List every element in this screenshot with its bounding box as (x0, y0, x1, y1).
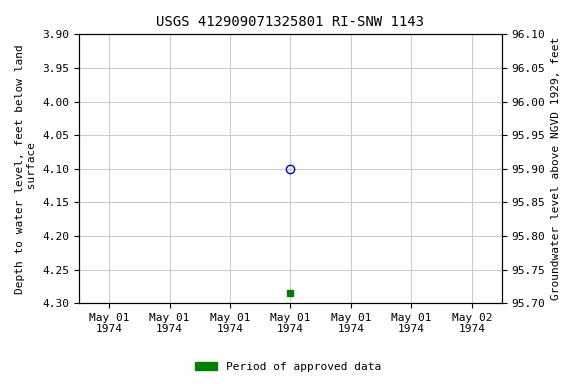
Y-axis label: Groundwater level above NGVD 1929, feet: Groundwater level above NGVD 1929, feet (551, 37, 561, 300)
Title: USGS 412909071325801 RI-SNW 1143: USGS 412909071325801 RI-SNW 1143 (157, 15, 425, 29)
Y-axis label: Depth to water level, feet below land
 surface: Depth to water level, feet below land su… (15, 44, 37, 294)
Legend: Period of approved data: Period of approved data (191, 358, 385, 377)
